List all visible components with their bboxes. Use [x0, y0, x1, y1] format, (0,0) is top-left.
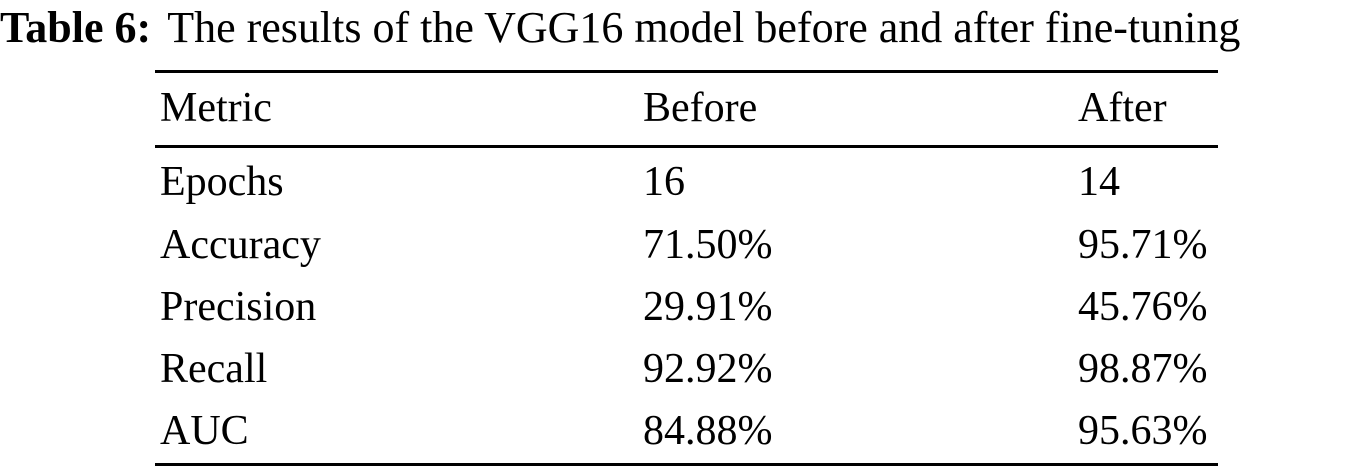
- before-cell: 92.92%: [643, 346, 773, 393]
- metric-cell: Epochs: [160, 159, 284, 206]
- after-cell: 95.71%: [1078, 221, 1208, 268]
- table-caption: Table 6: The results of the VGG16 model b…: [0, 2, 1361, 55]
- caption-text: The results of the VGG16 model before an…: [167, 3, 1241, 52]
- caption-label: Table 6:: [0, 3, 152, 52]
- table-row-precision: Precision 29.91% 45.76%: [155, 276, 1218, 338]
- table-row-recall: Recall 92.92% 98.87%: [155, 338, 1218, 400]
- column-header-before: Before: [643, 71, 1078, 149]
- metric-cell: Accuracy: [160, 221, 321, 268]
- column-header-after: After: [1078, 71, 1218, 149]
- after-cell: 95.63%: [1078, 408, 1208, 455]
- metric-cell: Precision: [160, 283, 317, 330]
- before-cell: 16: [643, 159, 685, 206]
- table-header: Metric Before After: [155, 71, 1218, 149]
- before-cell: 29.91%: [643, 283, 773, 330]
- metric-cell: Recall: [160, 346, 268, 393]
- metric-cell: AUC: [160, 408, 249, 455]
- header-row: Metric Before After: [155, 71, 1218, 149]
- results-table-container: Metric Before After Epochs 16 14 Accurac…: [155, 70, 1218, 466]
- after-cell: 14: [1078, 159, 1120, 206]
- table-body: Epochs 16 14 Accuracy 71.50% 95.71% Prec…: [155, 147, 1218, 464]
- before-cell: 71.50%: [643, 221, 773, 268]
- column-header-metric: Metric: [155, 71, 643, 149]
- results-table: Metric Before After Epochs 16 14 Accurac…: [155, 70, 1218, 466]
- table-row-epochs: Epochs 16 14: [155, 147, 1218, 214]
- before-cell: 84.88%: [643, 408, 773, 455]
- table-row-auc: AUC 84.88% 95.63%: [155, 400, 1218, 464]
- after-cell: 98.87%: [1078, 346, 1208, 393]
- table-row-accuracy: Accuracy 71.50% 95.71%: [155, 214, 1218, 276]
- after-cell: 45.76%: [1078, 283, 1208, 330]
